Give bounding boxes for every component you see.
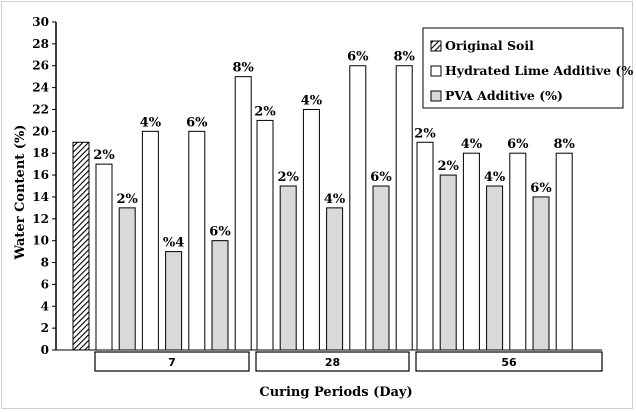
bar-value-label: 2% [277,170,299,185]
bar-value-label: 6% [370,170,392,185]
x-axis-title: Curing Periods (Day) [259,385,412,400]
bar-hydrated-lime [416,141,434,351]
bar-value-label: 4% [484,170,506,185]
bar-pva [326,207,344,351]
legend-box [422,27,624,109]
y-tick-label: 22 [32,102,49,116]
y-tick-label: 26 [32,59,49,73]
bar-hydrated-lime [462,152,480,351]
bar-labels: 2%2%4%%46%6%8%2%2%4%4%6%6%8%2%2%4%4%6%6%… [93,50,575,251]
bar-value-label: 4% [301,93,323,108]
bar-value-label: 2% [414,126,436,141]
y-tick-label: 0 [41,343,49,357]
y-tick-label: 28 [32,37,49,51]
y-tick-label: 4 [41,299,49,313]
y-tick-label: 6 [41,277,49,291]
y-tick-label: 30 [32,15,49,29]
bar-value-label: 2% [254,104,276,119]
bar-pva [532,196,550,351]
y-tick-label: 24 [32,81,49,95]
legend: Original Soil Hydrated Lime Additive (%)… [422,27,634,109]
legend-swatch-original-soil [430,40,442,52]
bar-hydrated-lime [302,108,320,351]
bar-value-label: 4% [324,192,346,207]
y-axis-title: Water Content (%) [13,125,28,261]
bar-pva [439,174,457,351]
bar-value-label: 4% [140,115,162,130]
bar-value-label: 8% [232,61,254,76]
category-box [255,351,410,372]
y-tick-label: 20 [32,124,49,138]
x-category-label: 28 [325,356,340,369]
y-tick-label: 14 [32,190,49,204]
bar-hydrated-lime [555,152,573,351]
bar-value-label: 6% [209,225,231,240]
bar-value-label: 2% [437,159,459,174]
bar-hydrated-lime [256,119,274,351]
bar-pva [118,207,136,351]
y-tick-label: 18 [32,146,49,160]
bar-value-label: 6% [347,50,369,65]
y-tick-label: 8 [41,256,49,270]
y-tick-label: 10 [32,234,49,248]
legend-swatch-hydrated-lime [430,65,442,77]
bar-hydrated-lime [95,163,113,351]
bar-value-label: 6% [186,115,208,130]
bar-pva [165,251,183,351]
bar-value-label: %4 [163,236,184,251]
legend-label-hydrated-lime: Hydrated Lime Additive (%) [445,63,634,78]
x-category-label: 7 [168,356,176,369]
y-tick-label: 16 [32,168,49,182]
bars [72,65,573,351]
bar-hydrated-lime [141,130,159,351]
y-tick-label: 2 [41,321,49,335]
bar-pva [279,185,297,351]
bar-pva [372,185,390,351]
bar-value-label: 8% [553,137,575,152]
bar-pva [211,240,229,351]
bar-value-label: 4% [461,137,483,152]
bar-pva [486,185,504,351]
legend-label-original-soil: Original Soil [445,38,534,53]
y-tick-label: 12 [32,212,49,226]
bar-original-soil [72,141,90,351]
x-category-label: 56 [501,356,517,369]
legend-swatch-pva [430,90,442,102]
bar-hydrated-lime [234,76,252,351]
bar-value-label: 8% [393,50,415,65]
category-boxes: 7 28 56 [94,351,603,372]
bar-value-label: 6% [507,137,529,152]
bar-hydrated-lime [395,65,413,351]
bar-hydrated-lime [509,152,527,351]
category-box [415,351,603,372]
bar-hydrated-lime [349,65,367,351]
legend-label-pva: PVA Additive (%) [445,88,563,103]
bar-value-label: 2% [93,148,115,163]
bar-value-label: 2% [116,192,138,207]
category-box [94,351,250,372]
bar-value-label: 6% [530,181,552,196]
bar-hydrated-lime [188,130,206,351]
